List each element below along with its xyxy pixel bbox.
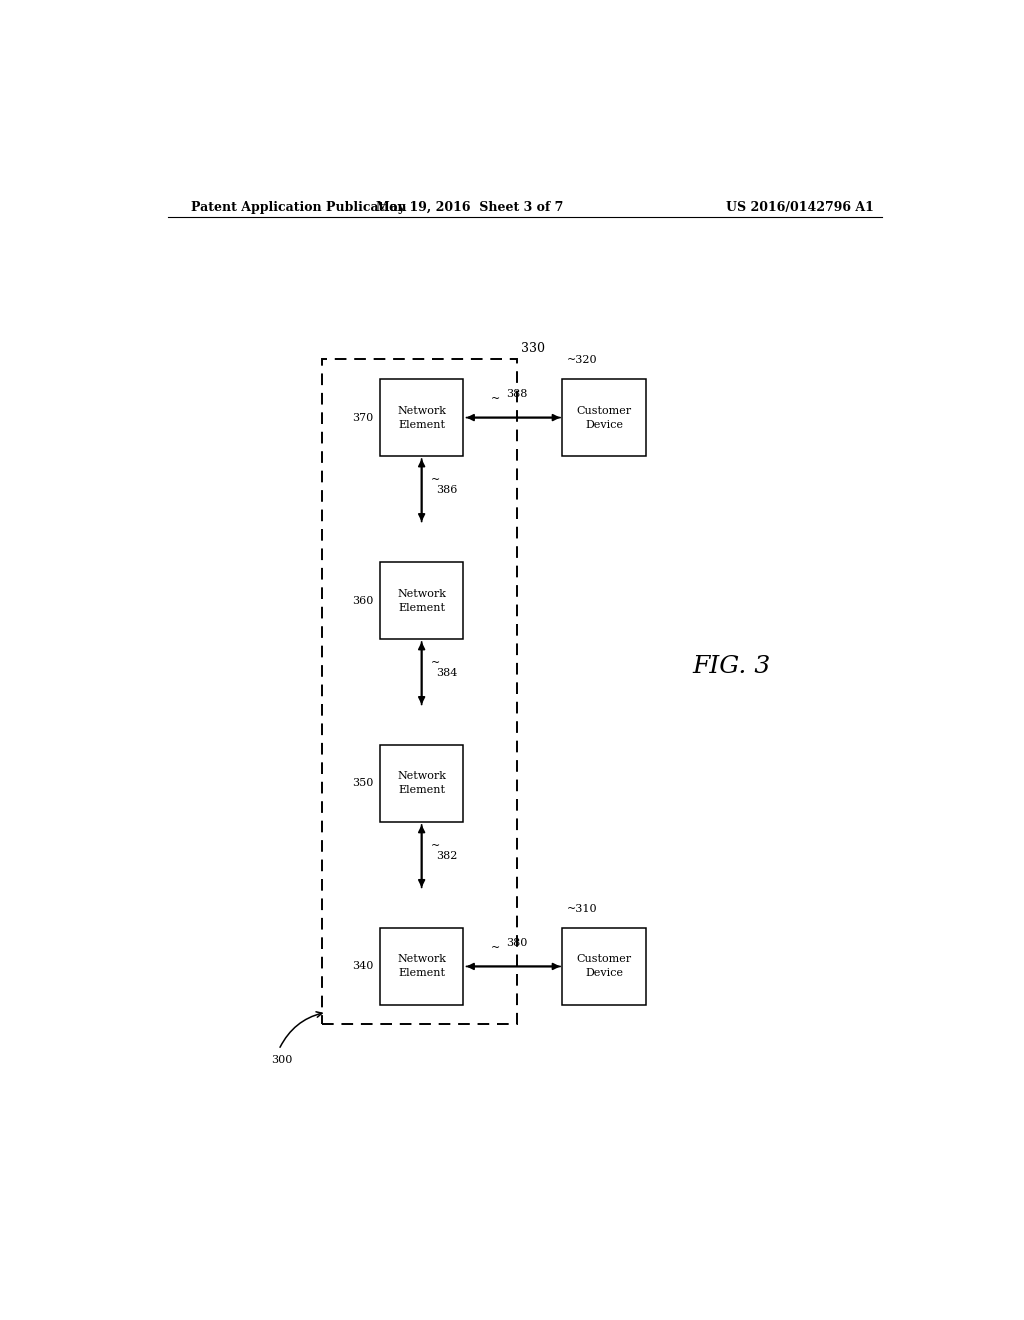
Text: 340: 340 — [352, 961, 374, 972]
Text: FIG. 3: FIG. 3 — [692, 655, 770, 678]
Text: ~: ~ — [492, 944, 501, 953]
Text: Network
Element: Network Element — [397, 954, 446, 978]
Text: ~: ~ — [431, 475, 440, 484]
Text: 384: 384 — [436, 668, 458, 678]
Text: Network
Element: Network Element — [397, 771, 446, 796]
Bar — [380, 746, 463, 821]
Bar — [562, 928, 646, 1005]
Text: ~: ~ — [431, 841, 440, 851]
Text: 388: 388 — [507, 389, 528, 399]
Text: Customer
Device: Customer Device — [577, 954, 632, 978]
Bar — [562, 379, 646, 455]
Text: 370: 370 — [352, 413, 374, 422]
Text: May 19, 2016  Sheet 3 of 7: May 19, 2016 Sheet 3 of 7 — [376, 201, 563, 214]
Text: 382: 382 — [436, 851, 458, 861]
Bar — [380, 379, 463, 455]
Text: ~310: ~310 — [566, 904, 597, 913]
Bar — [323, 359, 517, 1024]
Bar — [380, 562, 463, 639]
Text: 300: 300 — [270, 1055, 292, 1065]
Text: ~: ~ — [431, 659, 440, 668]
Text: US 2016/0142796 A1: US 2016/0142796 A1 — [726, 201, 873, 214]
Text: Network
Element: Network Element — [397, 405, 446, 429]
Text: Patent Application Publication: Patent Application Publication — [191, 201, 407, 214]
Text: 350: 350 — [352, 779, 374, 788]
Text: Customer
Device: Customer Device — [577, 405, 632, 429]
Text: Network
Element: Network Element — [397, 589, 446, 612]
Bar — [380, 928, 463, 1005]
Text: 330: 330 — [521, 342, 545, 355]
Text: 386: 386 — [436, 486, 458, 495]
Text: ~320: ~320 — [566, 355, 597, 366]
Text: 360: 360 — [352, 595, 374, 606]
Text: ~: ~ — [492, 395, 501, 404]
Text: 380: 380 — [507, 939, 528, 948]
